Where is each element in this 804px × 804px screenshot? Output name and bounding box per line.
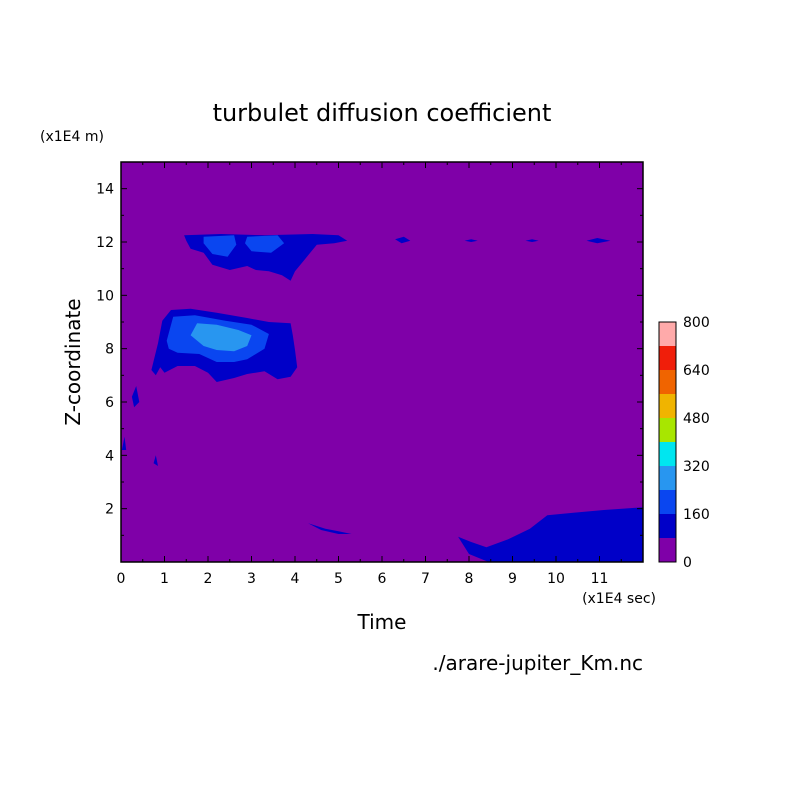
y-axis-label: Z-coordinate — [61, 298, 85, 425]
colorbar-label: 480 — [683, 411, 710, 427]
contour-region-8 — [395, 236, 411, 244]
x-tick-label: 7 — [421, 571, 430, 587]
contour-region-5 — [190, 323, 252, 352]
contour-region-1 — [203, 235, 237, 257]
y-tick-label: 12 — [96, 235, 114, 251]
colorbar-frame — [658, 321, 677, 563]
colorbar-label: 800 — [683, 315, 710, 331]
colorbar-swatch — [659, 370, 676, 394]
contour-region-9 — [464, 239, 478, 242]
colorbar-swatch — [659, 418, 676, 442]
y-tick-label: 8 — [105, 342, 114, 358]
source-filename: ./arare-jupiter_Km.nc — [432, 651, 643, 675]
contour-region-6 — [308, 523, 352, 534]
contour-region-13 — [121, 436, 127, 450]
x-tick-label: 0 — [117, 571, 126, 587]
contour-region-11 — [586, 238, 611, 244]
x-tick-label: 4 — [291, 571, 300, 587]
x-tick-label: 11 — [591, 571, 609, 587]
x-tick-label: 1 — [160, 571, 169, 587]
y-tick-label: 14 — [96, 182, 114, 198]
colorbar: 0 160 320 480 640 800 — [658, 315, 710, 571]
x-tick-label: 3 — [247, 571, 256, 587]
x-tick-label: 5 — [334, 571, 343, 587]
chart-title: turbulet diffusion coefficient — [213, 99, 552, 127]
contour-region-14 — [153, 455, 158, 466]
x-tick-label: 10 — [547, 571, 565, 587]
y-tick-label: 6 — [105, 395, 114, 411]
colorbar-swatch — [659, 466, 676, 490]
contour-region-2 — [245, 235, 285, 253]
colorbar-swatch — [659, 346, 676, 370]
colorbar-swatch — [659, 538, 676, 562]
x-tick-label: 8 — [465, 571, 474, 587]
x-unit-label: (x1E4 sec) — [582, 591, 656, 607]
contour-region-7 — [458, 507, 643, 562]
colorbar-swatch — [659, 442, 676, 466]
y-unit-label: (x1E4 m) — [40, 129, 104, 145]
colorbar-label: 320 — [683, 459, 710, 475]
colorbar-swatch — [659, 514, 676, 538]
colorbar-swatch — [659, 490, 676, 514]
x-axis-label: Time — [357, 610, 407, 634]
colorbar-swatch — [659, 394, 676, 418]
colorbar-swatch — [659, 322, 676, 346]
y-tick-label: 4 — [105, 448, 114, 464]
y-tick-label: 2 — [105, 502, 114, 518]
contour-region-10 — [525, 239, 539, 242]
contour-region-12 — [131, 386, 140, 408]
x-tick-label: 6 — [378, 571, 387, 587]
colorbar-label: 160 — [683, 507, 710, 523]
colorbar-label: 0 — [683, 555, 692, 571]
plot-area — [120, 161, 644, 563]
x-tick-label: 2 — [204, 571, 213, 587]
colorbar-label: 640 — [683, 363, 710, 379]
y-tick-label: 10 — [96, 288, 114, 304]
x-tick-label: 9 — [508, 571, 517, 587]
